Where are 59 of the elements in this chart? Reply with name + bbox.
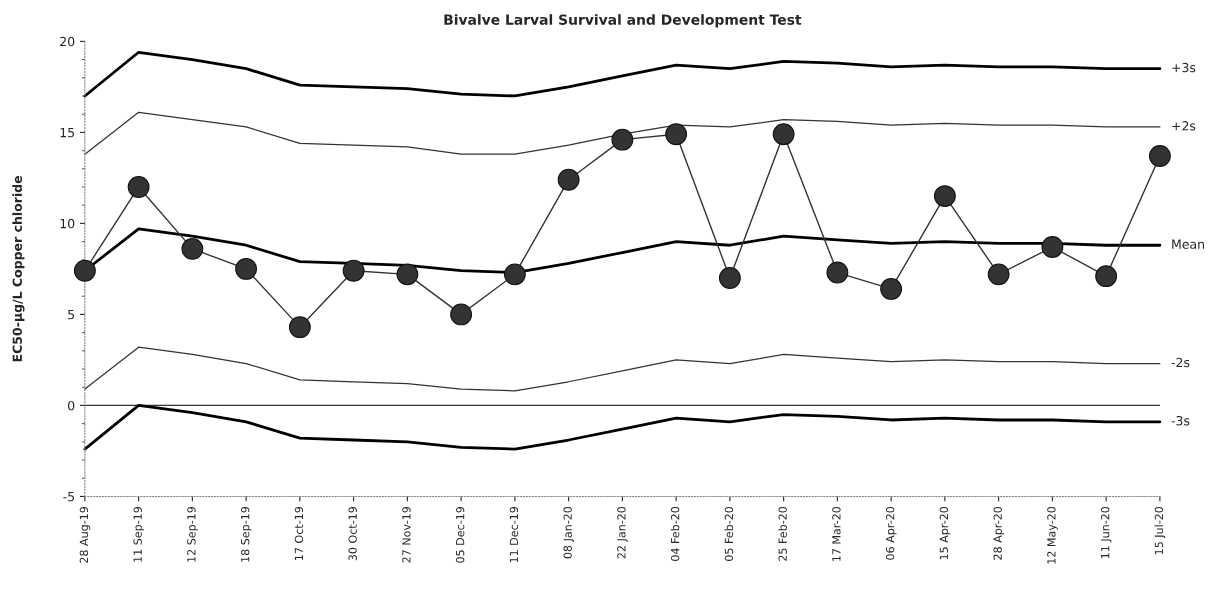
x-tick-label: 27 Nov-19 — [402, 506, 411, 563]
y-axis-title: EC50-µg/L Copper chloride — [12, 175, 25, 362]
point — [772, 123, 795, 146]
y-tick-label: 20 — [60, 36, 75, 47]
point — [665, 123, 688, 146]
x-tick-label: 11 Jun-20 — [1100, 506, 1112, 559]
x-tick-label: 11 Sep-19 — [133, 506, 144, 562]
x-tick-label: 15 Apr-20 — [939, 506, 951, 560]
line-series — [84, 111, 1161, 155]
point — [396, 263, 419, 286]
y-tick-label: 0 — [68, 400, 75, 411]
y-tick-label: 5 — [68, 310, 75, 320]
point — [557, 168, 580, 191]
point — [1148, 145, 1171, 167]
x-tick-label: 12 May-20 — [1047, 506, 1058, 564]
y-tick-label: 10 — [60, 218, 75, 229]
series-label: Mean — [1172, 239, 1204, 249]
x-tick-label: 22 Jan-20 — [617, 506, 628, 559]
x-tick-label: 30 Oct-19 — [348, 506, 357, 561]
x-tick-label: 11 Dec-19 — [509, 506, 519, 563]
point — [718, 267, 741, 289]
series-label: -2s — [1171, 357, 1190, 368]
point — [611, 128, 634, 151]
x-tick-label: 12 Sep-19 — [187, 506, 198, 562]
point — [73, 259, 96, 282]
point — [1095, 265, 1118, 288]
line-series — [83, 404, 1162, 451]
x-tick-label: 05 Feb-20 — [724, 506, 734, 561]
x-tick-label: 05 Dec-19 — [455, 506, 465, 563]
x-tick-label: 28 Aug-19 — [79, 506, 91, 563]
point — [181, 237, 204, 260]
point — [880, 277, 903, 300]
point — [826, 261, 849, 284]
x-tick-label: 28 Apr-20 — [993, 506, 1005, 560]
x-tick-label: 25 Feb-20 — [778, 506, 787, 561]
chart-title: Bivalve Larval Survival and Development Test — [444, 14, 802, 28]
point — [503, 263, 526, 286]
series-label: -3s — [1171, 415, 1190, 426]
x-tick-label: 18 Sep-19 — [240, 506, 252, 562]
x-tick-label: 06 Apr-20 — [885, 506, 897, 560]
point — [127, 176, 150, 198]
series-label: +2s — [1172, 121, 1196, 131]
series-label: +3s — [1172, 62, 1196, 73]
y-tick-label: -5 — [63, 492, 75, 502]
point — [450, 303, 473, 326]
x-tick-label: 15 Jul-20 — [1154, 506, 1166, 555]
x-tick-label: 04 Feb-20 — [670, 506, 680, 561]
point — [342, 259, 365, 282]
point — [235, 257, 258, 280]
point — [288, 316, 311, 339]
point — [933, 185, 956, 208]
y-tick-label: 15 — [60, 128, 75, 138]
point — [1041, 236, 1064, 258]
x-tick-label: 17 Oct-19 — [294, 506, 304, 560]
x-tick-label: 08 Jan-20 — [563, 506, 574, 559]
line-series — [83, 50, 1162, 98]
x-tick-label: 17 Mar-20 — [832, 506, 841, 562]
point — [987, 263, 1010, 286]
line-series — [84, 346, 1161, 392]
